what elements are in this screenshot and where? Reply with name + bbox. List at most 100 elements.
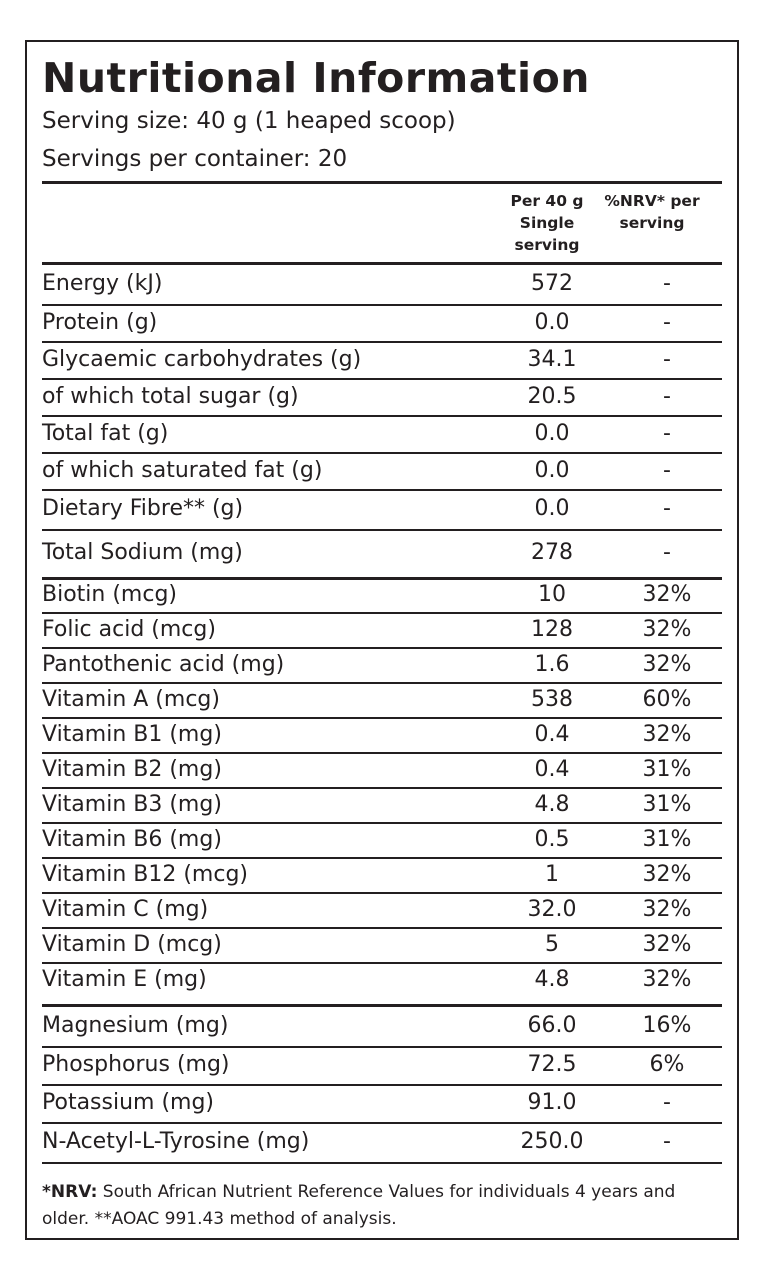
- row-divider: [42, 452, 722, 454]
- nrv-value: 32%: [642, 722, 692, 747]
- nutrient-label: Vitamin C (mg): [42, 897, 209, 922]
- per-serving-value: 278: [531, 540, 573, 565]
- table-row: Vitamin D (mcg) 5 32%: [42, 928, 722, 964]
- nutrient-label: Energy (kJ): [42, 271, 163, 296]
- header-bottom-rule: [42, 262, 722, 265]
- table-row: Potassium (mg) 91.0 -: [42, 1085, 722, 1124]
- per-serving-value: 1.6: [534, 652, 570, 677]
- per-serving-value: 538: [531, 687, 573, 712]
- nutrient-label: Vitamin A (mcg): [42, 687, 220, 712]
- per-serving-value: 10: [538, 582, 566, 607]
- table-row: Total Sodium (mg) 278 -: [42, 530, 722, 577]
- per-serving-value: 0.5: [534, 827, 570, 852]
- table-row: Vitamin E (mg) 4.8 32%: [42, 963, 722, 998]
- row-divider: [42, 752, 722, 754]
- table-row: Vitamin B12 (mcg) 1 32%: [42, 858, 722, 894]
- nutrient-label: of which saturated fat (g): [42, 458, 323, 483]
- table-row: of which saturated fat (g) 0.0 -: [42, 453, 722, 491]
- table-row: Biotin (mcg) 10 32%: [42, 579, 722, 614]
- per-serving-value: 250.0: [520, 1129, 584, 1154]
- row-divider: [42, 304, 722, 306]
- footnote-text: South African Nutrient Reference Values …: [42, 1182, 676, 1229]
- per-serving-value: 0.4: [534, 722, 570, 747]
- row-divider: [42, 1122, 722, 1124]
- row-divider: [42, 682, 722, 684]
- serving-size: Serving size: 40 g (1 heaped scoop): [42, 108, 456, 134]
- per-serving-value: 0.0: [534, 496, 570, 521]
- nutrient-label: Glycaemic carbohydrates (g): [42, 347, 362, 372]
- row-divider: [42, 415, 722, 417]
- nrv-value: -: [663, 458, 671, 483]
- footnote: *NRV: South African Nutrient Reference V…: [42, 1179, 712, 1233]
- per-serving-value: 0.4: [534, 757, 570, 782]
- nutrition-panel: Nutritional Information Serving size: 40…: [25, 40, 739, 1240]
- row-divider: [42, 717, 722, 719]
- nrv-value: -: [663, 1129, 671, 1154]
- nrv-value: -: [663, 310, 671, 335]
- nutrient-label: Phosphorus (mg): [42, 1052, 230, 1077]
- nrv-value: 16%: [642, 1013, 692, 1038]
- per-serving-value: 1: [545, 862, 559, 887]
- nrv-header: %NRV* per serving: [604, 192, 700, 232]
- table-row: Glycaemic carbohydrates (g) 34.1 -: [42, 342, 722, 380]
- nrv-value: 32%: [642, 582, 692, 607]
- nrv-value: 32%: [642, 862, 692, 887]
- section-divider: [42, 577, 722, 580]
- nutrient-label: Vitamin B6 (mg): [42, 827, 222, 852]
- nrv-value: -: [663, 384, 671, 409]
- nrv-value: 32%: [642, 617, 692, 642]
- row-divider: [42, 1084, 722, 1086]
- table-row: Total fat (g) 0.0 -: [42, 416, 722, 454]
- row-divider: [42, 378, 722, 380]
- nrv-value: -: [663, 347, 671, 372]
- nrv-value: -: [663, 1090, 671, 1115]
- nrv-value: -: [663, 496, 671, 521]
- per-serving-header: Per 40 g Single serving: [510, 192, 584, 254]
- nrv-value: -: [663, 271, 671, 296]
- row-divider: [42, 529, 722, 531]
- nutrient-label: Pantothenic acid (mg): [42, 652, 285, 677]
- per-serving-value: 91.0: [527, 1090, 577, 1115]
- table-row: Folic acid (mcg) 128 32%: [42, 613, 722, 649]
- servings-per-container: Servings per container: 20: [42, 146, 348, 172]
- nrv-value: 32%: [642, 932, 692, 957]
- nutrient-label: Vitamin B1 (mg): [42, 722, 222, 747]
- per-serving-value: 572: [531, 271, 573, 296]
- table-row: Dietary Fibre** (g) 0.0 -: [42, 490, 722, 531]
- per-serving-value: 72.5: [527, 1052, 577, 1077]
- table-row: Vitamin B2 (mg) 0.4 31%: [42, 753, 722, 789]
- table-row: Phosphorus (mg) 72.5 6%: [42, 1047, 722, 1086]
- nrv-value: -: [663, 540, 671, 565]
- table-row: Energy (kJ) 572 -: [42, 265, 722, 306]
- nutrient-label: Vitamin B3 (mg): [42, 792, 222, 817]
- row-divider: [42, 647, 722, 649]
- row-divider: [42, 822, 722, 824]
- per-serving-value: 20.5: [527, 384, 577, 409]
- nutrient-label: Folic acid (mcg): [42, 617, 216, 642]
- nutrient-label: Dietary Fibre** (g): [42, 496, 244, 521]
- row-divider: [42, 1162, 722, 1164]
- row-divider: [42, 489, 722, 491]
- row-divider: [42, 927, 722, 929]
- nrv-value: 31%: [642, 792, 692, 817]
- nutrient-label: N-Acetyl-L-Tyrosine (mg): [42, 1129, 310, 1154]
- nrv-value: 32%: [642, 967, 692, 992]
- header-top-rule: [42, 181, 722, 184]
- page-title: Nutritional Information: [42, 54, 590, 102]
- table-row: Vitamin B6 (mg) 0.5 31%: [42, 823, 722, 859]
- table-row: N-Acetyl-L-Tyrosine (mg) 250.0 -: [42, 1123, 722, 1164]
- row-divider: [42, 787, 722, 789]
- row-divider: [42, 857, 722, 859]
- nutrient-label: Protein (g): [42, 310, 158, 335]
- row-divider: [42, 1046, 722, 1048]
- nutrient-label: Total fat (g): [42, 421, 169, 446]
- nrv-value: 60%: [642, 687, 692, 712]
- nrv-value: 32%: [642, 652, 692, 677]
- table-row: Vitamin B3 (mg) 4.8 31%: [42, 788, 722, 824]
- nrv-value: 31%: [642, 827, 692, 852]
- nutrient-label: Biotin (mcg): [42, 582, 177, 607]
- row-divider: [42, 962, 722, 964]
- per-serving-value: 0.0: [534, 421, 570, 446]
- per-serving-value: 0.0: [534, 310, 570, 335]
- nutrient-label: Vitamin D (mcg): [42, 932, 222, 957]
